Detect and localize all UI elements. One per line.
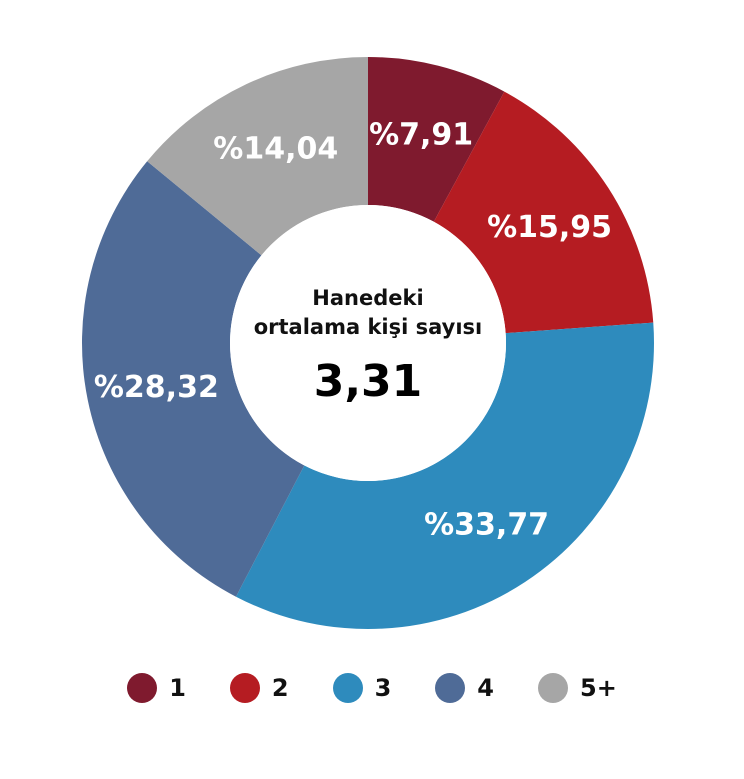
legend: 1 2 3 4 5+ (0, 668, 744, 708)
center-value: 3,31 (314, 356, 423, 407)
legend-item-1: 1 (127, 673, 186, 703)
legend-swatch-5 (538, 673, 568, 703)
slice-label-4: %28,32 (94, 370, 219, 405)
center-caption-line-1: Hanedeki (312, 286, 423, 310)
legend-item-4: 4 (435, 673, 494, 703)
slice-label-2: %15,95 (487, 210, 612, 245)
legend-swatch-2 (229, 673, 260, 703)
legend-label-3: 3 (374, 674, 392, 702)
legend-item-2: 2 (229, 673, 289, 703)
slice-labels: %7,91 %15,95 %33,77 %28,32 %14,04 (94, 118, 612, 543)
legend-swatch-3 (332, 673, 363, 703)
slice-2 (433, 91, 654, 334)
slice-label-5plus: %14,04 (213, 132, 338, 167)
legend-swatch-4 (435, 673, 466, 703)
legend-label-5: 5+ (580, 674, 617, 702)
donut-hole (230, 205, 506, 481)
slice-label-1: %7,91 (369, 118, 473, 153)
slice-3 (235, 322, 655, 629)
legend-item-5: 5+ (538, 673, 617, 703)
legend-label-2: 2 (271, 674, 289, 702)
slice-label-3: %33,77 (424, 508, 549, 543)
center-caption-line-2: ortalama kişi sayısı (254, 315, 483, 339)
legend-item-3: 3 (332, 673, 392, 703)
legend-label-1: 1 (169, 674, 186, 702)
legend-label-4: 4 (477, 674, 494, 702)
slice-1 (368, 57, 505, 222)
slice-4 (81, 161, 305, 597)
donut-slices (81, 57, 655, 629)
legend-swatch-1 (127, 673, 158, 703)
slice-5plus (147, 57, 368, 256)
